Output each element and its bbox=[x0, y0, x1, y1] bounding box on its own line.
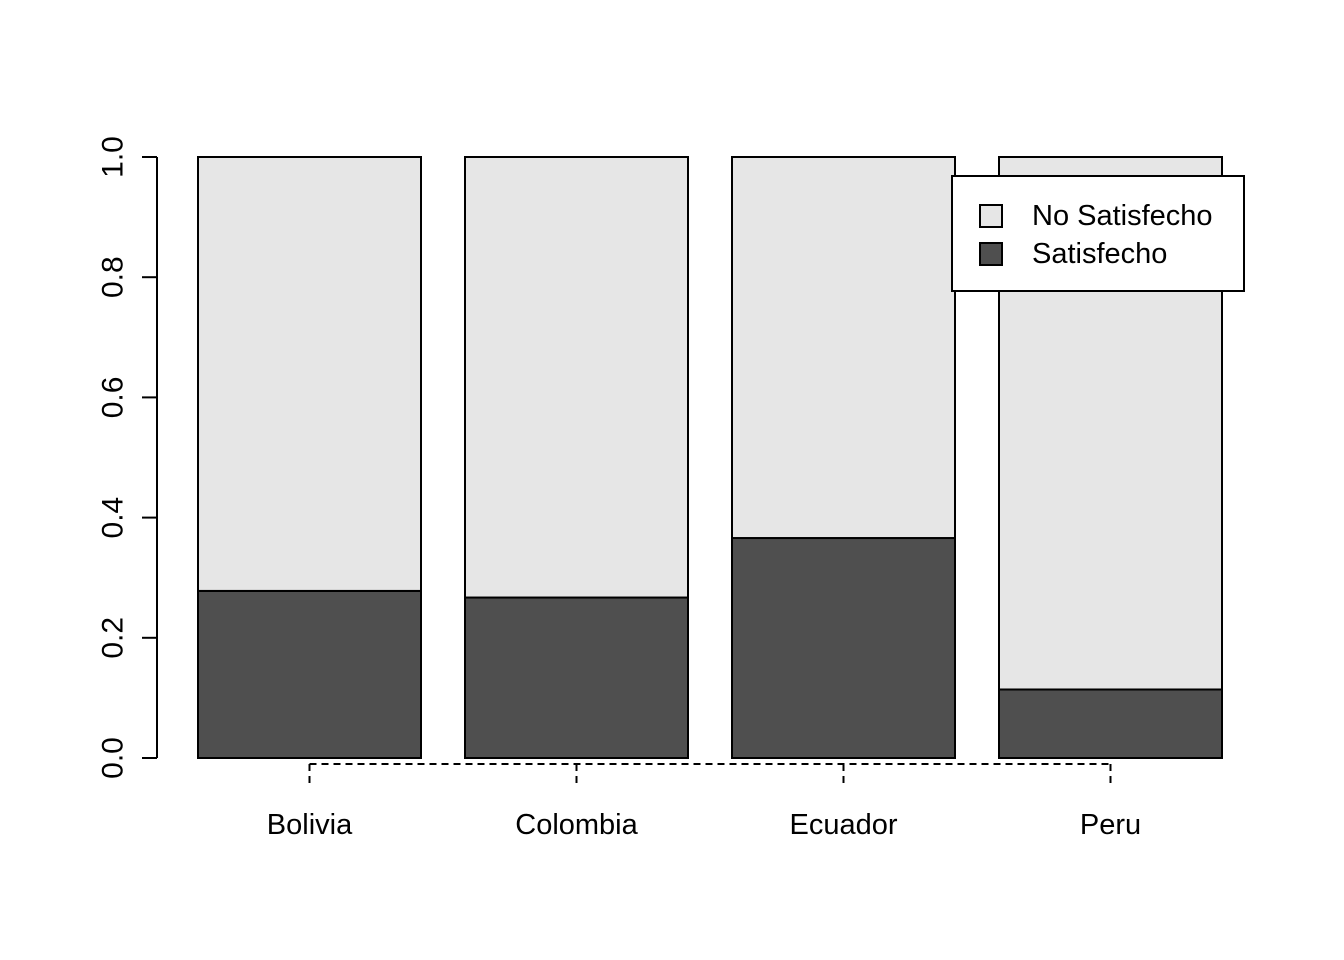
legend-swatch-satisfecho bbox=[979, 242, 1003, 266]
bar-ecuador-no-satisfecho bbox=[731, 156, 956, 540]
y-axis: 0.0 0.2 0.4 0.6 0.8 1.0 bbox=[97, 136, 158, 779]
y-tick-label: 0.8 bbox=[97, 256, 130, 298]
y-tick-label: 0.4 bbox=[97, 497, 130, 539]
legend: No Satisfecho Satisfecho bbox=[951, 175, 1245, 292]
bar-ecuador-satisfecho bbox=[731, 537, 956, 759]
bar-bolivia-satisfecho bbox=[197, 589, 422, 759]
legend-label-no-satisfecho: No Satisfecho bbox=[1032, 200, 1213, 232]
y-tick-label: 0.6 bbox=[97, 377, 130, 419]
legend-box bbox=[951, 175, 1245, 292]
y-tick-label: 0.0 bbox=[97, 737, 130, 779]
bar-bolivia-no-satisfecho bbox=[197, 156, 422, 592]
legend-label-satisfecho: Satisfecho bbox=[1032, 238, 1167, 270]
bar-peru-satisfecho bbox=[998, 688, 1223, 760]
x-tick-label-colombia: Colombia bbox=[515, 809, 638, 841]
x-tick-label-peru: Peru bbox=[1080, 809, 1141, 841]
x-axis: Bolivia Colombia Ecuador Peru bbox=[267, 763, 1141, 841]
y-tick-label: 1.0 bbox=[97, 136, 130, 178]
bar-colombia-no-satisfecho bbox=[464, 156, 689, 599]
x-tick-label-bolivia: Bolivia bbox=[267, 809, 353, 841]
x-tick-label-ecuador: Ecuador bbox=[789, 809, 897, 841]
legend-swatch-no-satisfecho bbox=[979, 204, 1003, 228]
y-tick-label: 0.2 bbox=[97, 617, 130, 659]
bar-colombia-satisfecho bbox=[464, 596, 689, 760]
